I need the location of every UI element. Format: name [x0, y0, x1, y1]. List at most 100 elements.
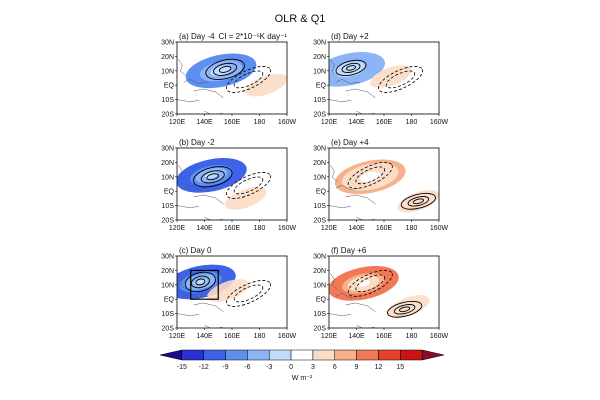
y-tick-label: EQ [316, 297, 327, 304]
secondary-anomaly [245, 73, 287, 97]
panel-title: (c) Day 0 [179, 246, 212, 255]
y-tick-label: 20N [161, 54, 174, 61]
y-tick-label: 10N [313, 282, 326, 289]
coastline [177, 165, 224, 220]
x-tick-label: 160W [430, 333, 449, 340]
y-tick-label: 30N [313, 146, 326, 153]
q1-contour [206, 173, 220, 181]
q1-contour [346, 65, 356, 71]
x-tick-label: 120E [321, 333, 338, 340]
q1-contour [412, 198, 424, 205]
x-tick-label: 120E [169, 225, 186, 232]
q1-contour [393, 304, 416, 315]
olr-contour-fill [363, 173, 377, 180]
q1-contour [195, 278, 206, 286]
secondary-anomaly [397, 189, 439, 213]
colorbar-swatch [268, 349, 292, 361]
q1-negative-contour [347, 161, 393, 189]
q1-contour [184, 271, 216, 293]
y-tick-label: 20S [314, 218, 327, 225]
q1-contour [341, 62, 361, 73]
x-tick-label: 140E [348, 333, 365, 340]
x-tick-label: 160E [376, 119, 393, 126]
colorbar-tick-label: 6 [333, 364, 337, 371]
highlight-box [190, 269, 219, 300]
x-tick-label: 120E [169, 119, 186, 126]
panel-title: (e) Day +4 [331, 138, 369, 147]
x-tick-label: 180 [254, 119, 266, 126]
x-tick-label: 160E [224, 333, 241, 340]
y-tick-label: 10S [314, 203, 327, 210]
q1-negative-contour [233, 176, 264, 195]
x-tick-label: 160E [376, 333, 393, 340]
x-tick-label: 160E [224, 225, 241, 232]
y-tick-label: 20S [314, 326, 327, 333]
y-tick-label: 10S [162, 311, 175, 318]
y-tick-label: EQ [164, 83, 175, 90]
y-tick-label: 30N [161, 40, 174, 47]
y-tick-label: 20N [161, 160, 174, 167]
y-tick-label: EQ [164, 297, 175, 304]
y-tick-label: 10N [313, 68, 326, 75]
q1-contour [335, 59, 367, 77]
x-tick-label: 140E [196, 119, 213, 126]
x-tick-label: 160W [278, 119, 297, 126]
x-tick-label: 160E [376, 225, 393, 232]
colorbar-tick-label: -3 [266, 364, 272, 371]
q1-contour [200, 170, 225, 184]
olr-field [329, 256, 439, 328]
secondary-anomaly [369, 65, 412, 88]
y-tick-label: 10S [162, 203, 175, 210]
y-tick-label: 10S [162, 97, 175, 104]
q1-contour [205, 58, 245, 80]
colorbar-tick-label: 15 [396, 364, 404, 371]
q1-negative-contour [226, 172, 271, 199]
y-tick-label: 20S [162, 218, 175, 225]
figure-title: OLR & Q1 [275, 13, 326, 25]
x-tick-label: 120E [321, 119, 338, 126]
q1-negative-contour [385, 70, 416, 89]
colorbar: -15 -12 -9 -6 -3 0 3 6 9 12 15 W m⁻² [159, 349, 445, 382]
colorbar-swatch [247, 349, 270, 361]
secondary-anomaly [206, 279, 249, 302]
y-tick-label: EQ [316, 83, 327, 90]
colorbar-tick-label: 9 [355, 364, 359, 371]
y-tick-label: 20S [162, 326, 175, 333]
panel-title: (d) Day +2 [331, 32, 369, 41]
x-tick-label: 140E [196, 333, 213, 340]
coastline [329, 273, 376, 328]
x-tick-label: 180 [406, 225, 418, 232]
y-tick-label: 20S [162, 112, 175, 119]
secondary-anomaly [387, 295, 430, 318]
olr-field [177, 256, 287, 328]
y-tick-label: 30N [161, 146, 174, 153]
y-tick-label: 10N [313, 174, 326, 181]
olr-field [177, 42, 287, 114]
y-tick-label: 30N [161, 254, 174, 261]
y-tick-label: 20N [313, 268, 326, 275]
panel-title: (b) Day -2 [179, 138, 215, 147]
colorbar-swatch [421, 349, 445, 361]
q1-negative-contour [355, 166, 386, 185]
coastline [329, 59, 376, 114]
colorbar-swatch [203, 349, 226, 361]
x-tick-label: 140E [196, 225, 213, 232]
colorbar-swatch [356, 349, 379, 361]
y-tick-label: 10S [314, 311, 327, 318]
colorbar-swatch [181, 349, 204, 361]
x-tick-label: 160W [430, 119, 449, 126]
x-tick-label: 120E [321, 225, 338, 232]
x-tick-label: 180 [406, 119, 418, 126]
x-tick-label: 160E [224, 119, 241, 126]
coastline [329, 165, 376, 220]
x-tick-label: 180 [254, 225, 266, 232]
y-tick-label: 30N [313, 254, 326, 261]
q1-contour [400, 192, 436, 210]
panel-title: (f) Day +6 [331, 246, 367, 255]
q1-negative-contour [233, 284, 264, 303]
coastline [177, 59, 224, 114]
